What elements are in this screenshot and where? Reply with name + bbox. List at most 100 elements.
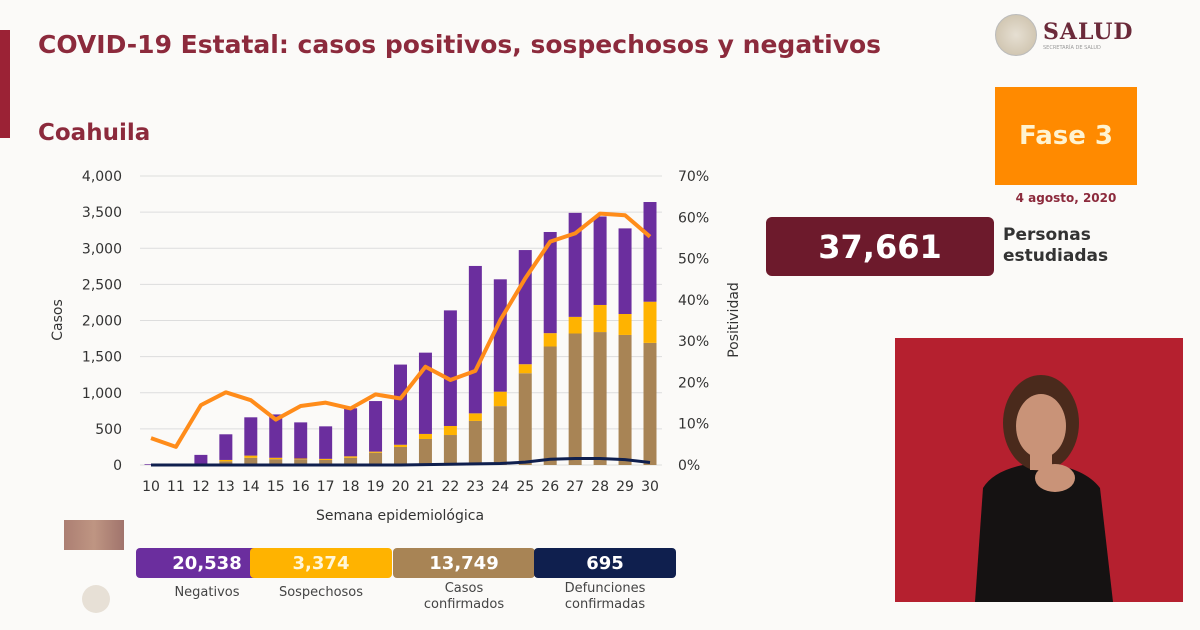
summary-label-0: Negativos (174, 585, 240, 600)
x-tick-label: 14 (242, 479, 260, 495)
bar-negativos (493, 279, 507, 392)
x-tick-label: 24 (491, 479, 509, 495)
bar-confirmados (543, 346, 557, 465)
x-tick-label: 16 (292, 479, 310, 495)
bar-negativos (194, 454, 208, 465)
bar-sospechosos (269, 457, 283, 460)
bar-sospechosos (618, 313, 632, 335)
report-date: 4 agosto, 2020 (1015, 191, 1117, 205)
studied-label-line1: Personas (1003, 225, 1091, 245)
bar-sospechosos (493, 391, 507, 407)
y-tick-label: 3,000 (82, 241, 122, 257)
y-tick-label: 3,500 (82, 205, 122, 221)
x-tick-label: 12 (192, 479, 210, 495)
bar-negativos (468, 265, 482, 414)
y2-axis-label: Positividad (726, 282, 742, 358)
x-tick-label: 23 (466, 479, 484, 495)
phase-badge: Fase 3 (995, 87, 1137, 185)
x-tick-label: 11 (167, 479, 185, 495)
x-tick-label: 17 (317, 479, 335, 495)
x-tick-label: 26 (541, 479, 559, 495)
bar-confirmados (219, 461, 233, 465)
bar-negativos (443, 310, 457, 426)
bar-sospechosos (319, 458, 333, 460)
y2-tick-label: 30% (678, 334, 709, 350)
summary-label-3: Defunciones confirmadas (564, 581, 646, 612)
x-tick-label: 28 (591, 479, 609, 495)
y2-tick-label: 50% (678, 252, 709, 268)
seal-icon (995, 14, 1037, 56)
bar-confirmados (493, 406, 507, 465)
bar-negativos (269, 414, 283, 458)
positivity-line (150, 211, 652, 449)
x-tick-label: 29 (616, 479, 634, 495)
x-tick-label: 27 (566, 479, 584, 495)
summary-value-1: 3,374 (250, 548, 392, 578)
y-tick-label: 2,500 (82, 277, 122, 293)
bar-negativos (593, 216, 607, 305)
bar-sospechosos (468, 413, 482, 421)
y2-tick-label: 10% (678, 417, 709, 433)
x-tick-label: 25 (516, 479, 534, 495)
bar-confirmados (319, 459, 333, 465)
bar-sospechosos (394, 444, 407, 447)
bar-sospechosos (344, 456, 358, 458)
bar-sospechosos (294, 458, 308, 460)
bar-sospechosos (568, 316, 582, 334)
logo-subtext: SECRETARÍA DE SALUD (1043, 45, 1101, 51)
bar-sospechosos (418, 433, 432, 439)
bar-confirmados (518, 373, 532, 465)
bar-sospechosos (443, 425, 457, 436)
bar-negativos (369, 401, 383, 452)
deaths-line (151, 456, 651, 467)
sign-language-interpreter-video (895, 338, 1183, 602)
bar-confirmados (443, 435, 457, 465)
y-tick-label: 0 (113, 458, 122, 474)
bar-sospechosos (518, 364, 532, 374)
bar-confirmados (394, 446, 407, 465)
bar-confirmados (244, 457, 258, 465)
y2-tick-label: 60% (678, 210, 709, 226)
bar-sospechosos (369, 451, 383, 453)
covid-chart: 0 500 1,000 1,500 2,000 2,500 3,000 3,500 4,000 0… (50, 169, 742, 524)
y-tick-label: 4,000 (82, 169, 122, 185)
bar-negativos (394, 364, 407, 445)
summary-value-2: 13,749 (393, 548, 535, 578)
salud-logo: SALUD SECRETARÍA DE SALUD (995, 14, 1134, 56)
bar-confirmados (643, 342, 657, 465)
x-tick-label: 22 (441, 479, 459, 495)
y-tick-label: 2,000 (82, 314, 122, 330)
x-tick-label: 19 (367, 479, 385, 495)
bar-sospechosos (244, 455, 258, 458)
bar-negativos (344, 408, 358, 457)
bar-confirmados (593, 332, 607, 465)
page-title: COVID-19 Estatal: casos positivos, sospe… (38, 30, 882, 59)
y2-tick-label: 20% (678, 375, 709, 391)
seal-watermark-icon (82, 585, 110, 613)
bar-sospechosos (593, 304, 607, 333)
y2-tick-label: 0% (678, 458, 700, 474)
bar-negativos (518, 250, 532, 365)
bar-confirmados (468, 420, 482, 465)
bar-negativos (319, 426, 333, 459)
bar-negativos (643, 202, 657, 302)
y-tick-label: 500 (95, 422, 122, 438)
bar-negativos (294, 422, 308, 459)
summary-label-1: Sospechosos (278, 585, 364, 600)
y2-tick-label: 70% (678, 169, 709, 185)
bar-confirmados (568, 333, 582, 465)
summary-value-3: 695 (534, 548, 676, 578)
bar-sospechosos (219, 459, 233, 462)
bar-sospechosos (643, 301, 657, 343)
logo-text: SALUD (1043, 19, 1134, 45)
bar-negativos (543, 231, 557, 334)
x-tick-label: 13 (217, 479, 235, 495)
y-axis-label: Casos (50, 299, 66, 341)
y-tick-label: 1,000 (82, 386, 122, 402)
x-tick-label: 10 (142, 479, 160, 495)
accent-bar (0, 30, 10, 138)
bar-confirmados (294, 459, 308, 465)
bar-sospechosos (543, 333, 557, 347)
bar-confirmados (269, 459, 283, 465)
state-name: Coahuila (38, 120, 151, 146)
